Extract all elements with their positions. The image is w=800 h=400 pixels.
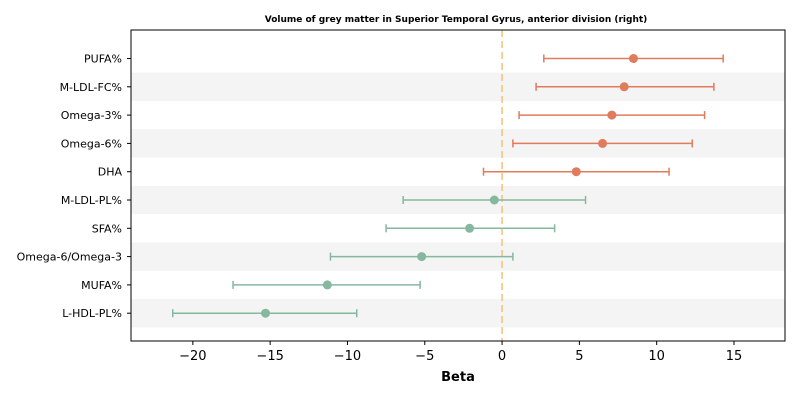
plot-frame: [130, 29, 786, 342]
y-tick-label: DHA: [98, 166, 123, 179]
x-tick-label: −15: [256, 349, 283, 364]
estimate-row: [329, 252, 514, 262]
beta-point: [417, 252, 427, 262]
y-tick-label: L-HDL-PL%: [62, 307, 122, 320]
x-axis-label: Beta: [441, 370, 475, 385]
estimate-row: [402, 195, 587, 205]
x-tick-label: −10: [334, 349, 361, 364]
y-axis-ticks: PUFA% M-LDL-FC% Omega-3% Omega-6% DHA M-LDL-P…: [17, 53, 131, 320]
estimate-row: [512, 138, 693, 148]
estimate-row: [535, 82, 715, 92]
x-tick-label: 10: [648, 349, 665, 364]
estimate-rows: [171, 54, 724, 318]
y-tick-label: M-LDL-FC%: [60, 81, 122, 94]
estimate-row: [543, 54, 724, 63]
y-tick-label: MUFA%: [81, 279, 122, 292]
beta-point: [489, 195, 499, 205]
x-tick-label: 15: [726, 349, 743, 364]
x-axis-ticks: −20 −15 −10 −5 0 5 10 15: [179, 341, 742, 364]
beta-point: [261, 308, 271, 318]
y-tick-label: Omega-6%: [61, 137, 122, 150]
beta-point: [571, 167, 581, 177]
y-tick-label: Omega-3%: [61, 109, 122, 122]
y-tick-label: PUFA%: [84, 53, 122, 66]
y-tick-label: M-LDL-PL%: [61, 194, 122, 207]
beta-point: [465, 223, 475, 233]
x-tick-label: −5: [415, 349, 434, 364]
estimate-row: [171, 308, 358, 318]
estimate-row: [518, 110, 706, 120]
x-tick-label: −20: [179, 349, 206, 364]
beta-point: [607, 110, 617, 120]
beta-point: [598, 138, 608, 148]
estimate-row: [385, 223, 556, 233]
estimate-row: [232, 280, 421, 290]
x-tick-label: 5: [575, 349, 583, 364]
chart-title: Volume of grey matter in Superior Tempor…: [265, 15, 648, 25]
beta-point: [628, 54, 638, 63]
y-tick-label: Omega-6/Omega-3: [17, 251, 122, 264]
beta-point: [322, 280, 332, 290]
y-tick-label: SFA%: [92, 222, 122, 235]
estimate-row: [482, 167, 670, 177]
x-tick-label: 0: [498, 349, 506, 364]
beta-point: [619, 82, 629, 92]
